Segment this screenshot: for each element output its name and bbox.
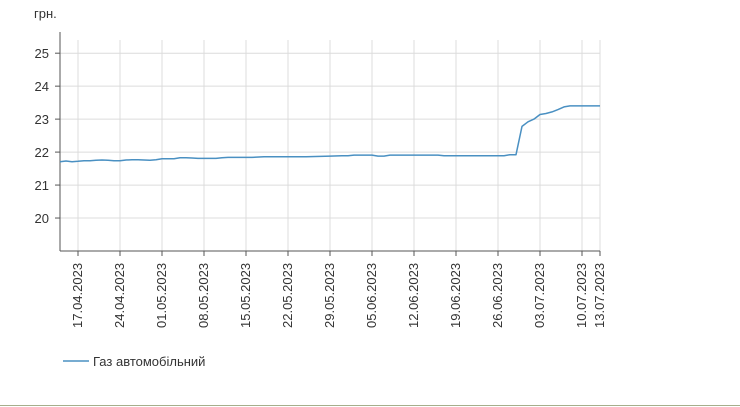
y-axis-ticks: 20 21 22 23 24 25 <box>35 46 49 226</box>
x-tick-label: 03.07.2023 <box>532 263 547 328</box>
y-tick-label: 25 <box>35 46 49 61</box>
chart-axes <box>55 32 601 256</box>
legend: Газ автомобільний <box>63 354 205 369</box>
series-line <box>59 105 600 163</box>
x-tick-label: 26.06.2023 <box>490 263 505 328</box>
x-tick-label: 08.05.2023 <box>196 263 211 328</box>
x-tick-label: 13.07.2023 <box>592 263 607 328</box>
y-tick-label: 22 <box>35 145 49 160</box>
legend-label: Газ автомобільний <box>93 354 205 369</box>
bottom-divider <box>0 405 740 406</box>
x-tick-label: 29.05.2023 <box>322 263 337 328</box>
y-tick-label: 24 <box>35 79 49 94</box>
x-tick-label: 24.04.2023 <box>112 263 127 328</box>
x-tick-label: 12.06.2023 <box>406 263 421 328</box>
x-tick-label: 15.05.2023 <box>238 263 253 328</box>
chart-grid <box>60 40 601 251</box>
y-tick-label: 21 <box>35 178 49 193</box>
x-tick-label: 01.05.2023 <box>154 263 169 328</box>
x-tick-label: 17.04.2023 <box>70 263 85 328</box>
x-tick-label: 10.07.2023 <box>574 263 589 328</box>
series-group <box>59 105 600 163</box>
unit-label: грн. <box>34 6 57 21</box>
y-tick-label: 23 <box>35 112 49 127</box>
x-tick-label: 19.06.2023 <box>448 263 463 328</box>
x-axis-ticks: 17.04.2023 24.04.2023 01.05.2023 08.05.2023… <box>70 263 607 328</box>
x-tick-label: 22.05.2023 <box>280 263 295 328</box>
x-tick-label: 05.06.2023 <box>364 263 379 328</box>
y-tick-label: 20 <box>35 211 49 226</box>
